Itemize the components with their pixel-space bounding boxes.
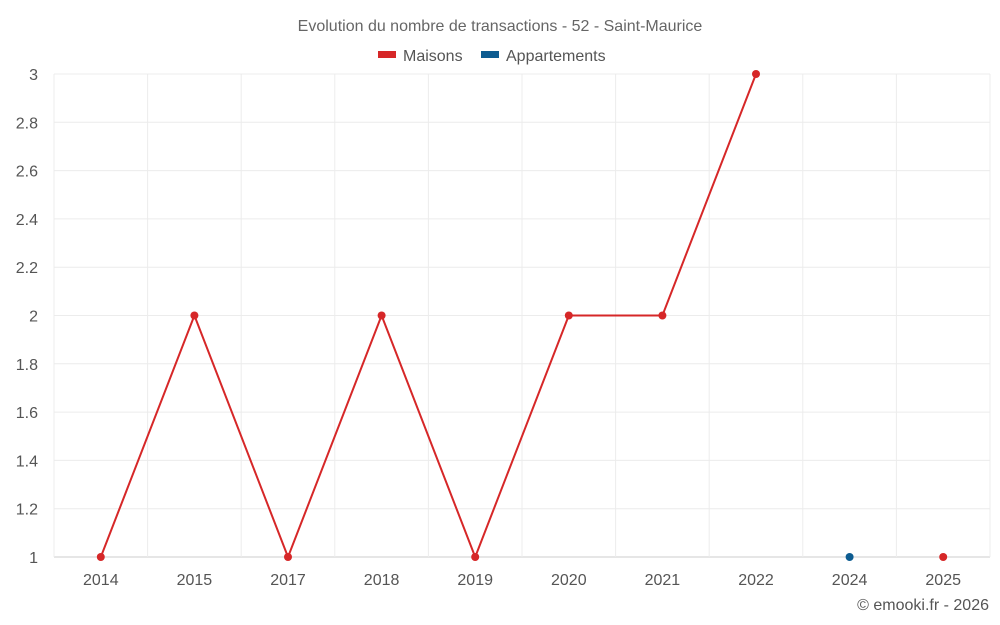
data-point-appartements-2024[interactable] xyxy=(845,553,854,561)
series-lines xyxy=(99,73,757,558)
data-point-maisons-2018[interactable] xyxy=(377,311,386,320)
x-tick-label: 2015 xyxy=(177,572,213,589)
chart-title: Evolution du nombre de transactions - 52… xyxy=(298,18,703,35)
y-tick-label: 1.8 xyxy=(16,357,38,374)
y-tick-label: 2.4 xyxy=(16,212,38,229)
data-point-maisons-2019[interactable] xyxy=(471,553,480,561)
x-tick-label: 2020 xyxy=(551,572,587,589)
data-point-maisons-2017[interactable] xyxy=(284,553,292,561)
data-point-maisons-2015[interactable] xyxy=(190,311,199,320)
y-tick-label: 1.6 xyxy=(16,405,38,422)
legend-label-appartements[interactable]: Appartements xyxy=(506,48,606,65)
x-tick-label: 2025 xyxy=(925,572,961,589)
x-tick-label: 2019 xyxy=(457,572,493,589)
x-tick-label: 2022 xyxy=(738,572,774,589)
legend: Maisons Appartements xyxy=(378,48,606,65)
data-point-maisons-2020[interactable] xyxy=(564,311,573,320)
y-axis: 1 1.2 1.4 1.6 1.8 2 2.2 2.4 2.6 2.8 3 xyxy=(16,67,38,567)
y-tick-label: 3 xyxy=(29,67,38,84)
y-tick-label: 1 xyxy=(29,550,38,567)
series-points xyxy=(96,70,948,561)
x-tick-label: 2018 xyxy=(364,572,400,589)
legend-swatch-appartements xyxy=(481,51,499,58)
series-line-maisons xyxy=(99,73,757,558)
data-point-maisons-2022[interactable] xyxy=(752,70,760,78)
y-tick-label: 1.4 xyxy=(16,453,38,470)
data-point-maisons-2025[interactable] xyxy=(939,553,948,561)
x-tick-label: 2021 xyxy=(645,572,681,589)
x-tick-label: 2014 xyxy=(83,572,119,589)
y-tick-label: 2.6 xyxy=(16,164,38,181)
y-tick-label: 2.2 xyxy=(16,260,38,277)
x-axis: 2014 2015 2017 2018 2019 2020 2021 2022 2024 2025 xyxy=(83,572,961,589)
credit: © emooki.fr - 2026 xyxy=(857,597,989,614)
x-tick-label: 2024 xyxy=(832,572,868,589)
y-tick-label: 2 xyxy=(29,309,38,326)
y-tick-label: 2.8 xyxy=(16,115,38,132)
legend-label-maisons[interactable]: Maisons xyxy=(403,48,463,65)
data-point-maisons-2014[interactable] xyxy=(96,553,105,561)
y-tick-label: 1.2 xyxy=(16,502,38,519)
legend-swatch-maisons xyxy=(378,51,396,58)
x-tick-label: 2017 xyxy=(270,572,306,589)
data-point-maisons-2021[interactable] xyxy=(658,311,667,320)
